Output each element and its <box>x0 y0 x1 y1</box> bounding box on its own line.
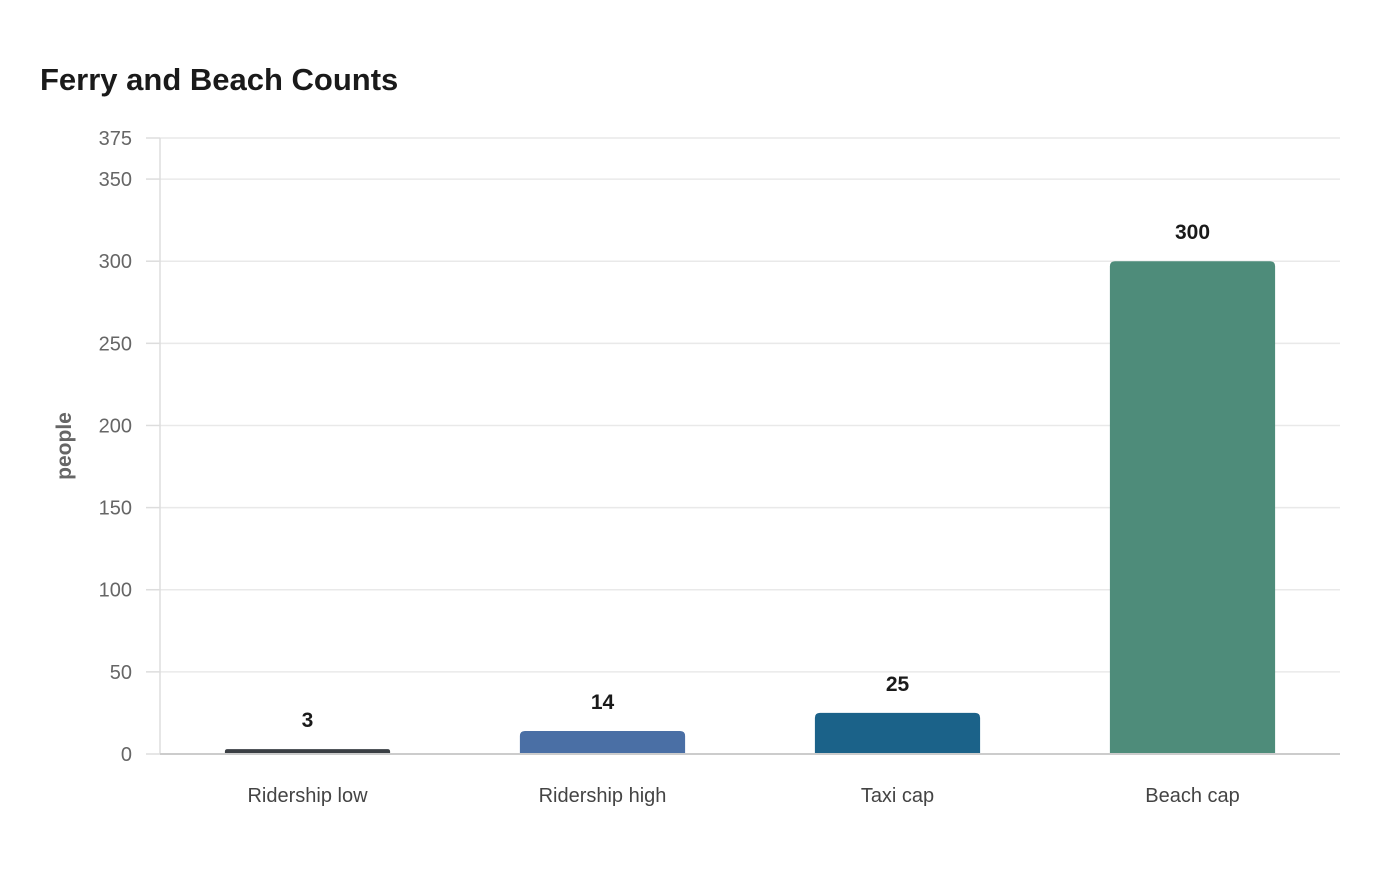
y-axis-title: people <box>53 412 76 480</box>
y-tick-label: 300 <box>99 251 132 273</box>
bar-taxi-cap <box>814 712 981 754</box>
axes <box>146 137 161 755</box>
labels: 0 50 100 150 200 250 300 350 375 3 Ridership low 14… <box>99 128 1240 807</box>
x-tick-label: Ridership low <box>247 785 368 807</box>
y-tick-label: 0 <box>121 744 132 766</box>
y-tick-label: 150 <box>99 498 132 520</box>
chart-title: Ferry and Beach Counts <box>40 62 399 97</box>
y-tick-label: 200 <box>99 415 132 437</box>
y-tick-label: 100 <box>99 580 132 602</box>
bar-ridership-low <box>224 749 391 754</box>
y-tick-label: 250 <box>99 333 132 355</box>
y-tick-label: 350 <box>99 169 132 191</box>
y-tick-label: 375 <box>99 128 132 150</box>
x-tick-label: Taxi cap <box>861 785 934 807</box>
gridlines <box>160 137 1340 673</box>
data-label: 14 <box>591 691 615 714</box>
x-tick-label: Ridership high <box>539 785 667 807</box>
data-label: 25 <box>886 673 910 696</box>
data-label: 3 <box>302 709 314 732</box>
bar-beach-cap <box>1109 261 1276 754</box>
bar-ridership-high <box>519 731 686 754</box>
bars <box>224 261 1276 754</box>
y-tick-label: 50 <box>110 662 132 684</box>
data-label: 300 <box>1175 221 1210 244</box>
x-tick-label: Beach cap <box>1145 785 1240 807</box>
